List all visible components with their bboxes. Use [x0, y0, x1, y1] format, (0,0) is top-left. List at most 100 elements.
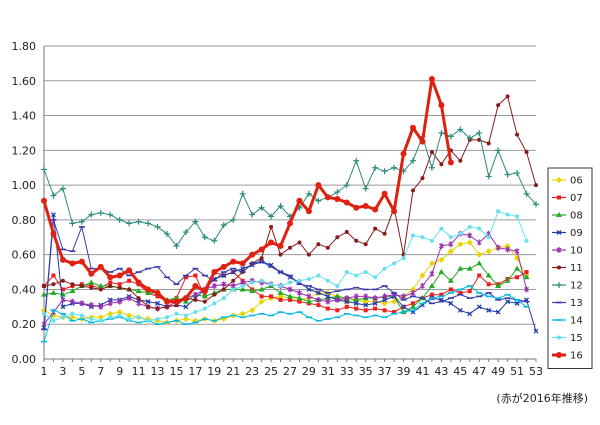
- data-point-11: [165, 304, 169, 309]
- data-point-09: [372, 300, 378, 306]
- data-point-12: [116, 216, 123, 223]
- data-point-15: [98, 318, 103, 323]
- data-point-11: [306, 252, 311, 257]
- data-point-09: [306, 286, 312, 292]
- data-point-15: [297, 278, 302, 283]
- data-point-16: [277, 242, 284, 249]
- data-point-10: [382, 293, 388, 300]
- legend-label: 06: [570, 176, 583, 187]
- data-point-07: [486, 282, 491, 287]
- legend-item-06: 06: [552, 176, 583, 187]
- y-axis-tick-labels: 0.00 0.20 0.40 0.60 0.80 1.00 1.20 1.40 1.60 1.80: [12, 40, 37, 366]
- data-point-12: [59, 185, 66, 192]
- data-point-10: [69, 298, 75, 305]
- data-point-12: [391, 164, 398, 171]
- data-point-07: [155, 294, 160, 299]
- data-point-12: [353, 157, 360, 164]
- data-point-16: [182, 295, 189, 302]
- data-point-16: [287, 220, 293, 227]
- data-point-10: [88, 302, 94, 309]
- data-point-12: [164, 230, 170, 237]
- data-point-16: [50, 230, 57, 237]
- data-point-15: [60, 315, 65, 320]
- data-point-15: [448, 235, 453, 240]
- legend-item-13: 13: [552, 298, 583, 309]
- legend-item-16: 16: [552, 351, 583, 362]
- data-point-07: [259, 294, 264, 299]
- data-point-15: [89, 317, 94, 322]
- data-point-12: [277, 202, 284, 209]
- data-point-15: [306, 277, 311, 282]
- legend-marker: [557, 335, 561, 340]
- x-tick-label: 29: [302, 365, 316, 378]
- legend-item-14: 14: [552, 316, 583, 327]
- data-point-07: [117, 282, 122, 287]
- data-point-07: [373, 306, 378, 311]
- data-point-08: [438, 269, 445, 275]
- data-point-16: [69, 260, 76, 267]
- data-point-10: [429, 270, 435, 277]
- x-tick-label: 27: [283, 365, 297, 378]
- legend-marker: [556, 230, 562, 235]
- data-point-11: [136, 296, 141, 301]
- data-point-07: [458, 290, 463, 295]
- data-point-11: [193, 297, 198, 302]
- y-tick-label: 1.20: [12, 144, 37, 157]
- data-point-11: [344, 230, 349, 235]
- data-point-12: [410, 157, 416, 164]
- x-tick-label: 37: [378, 365, 392, 378]
- data-point-11: [429, 150, 434, 155]
- data-point-07: [108, 280, 113, 285]
- data-point-11: [117, 285, 122, 290]
- data-point-10: [325, 298, 331, 305]
- data-point-11: [486, 141, 491, 146]
- series-line-12: [43, 129, 537, 247]
- data-point-11: [127, 287, 132, 292]
- data-point-11: [89, 285, 94, 290]
- data-point-07: [269, 294, 274, 299]
- series-line-06: [43, 242, 527, 323]
- y-tick-label: 0.60: [12, 249, 37, 262]
- data-point-16: [97, 263, 104, 270]
- x-tick-label: 33: [340, 365, 354, 378]
- data-point-09: [145, 299, 151, 305]
- y-tick-label: 1.80: [12, 40, 37, 53]
- data-point-11: [354, 238, 359, 243]
- data-point-08: [428, 282, 435, 288]
- data-point-11: [297, 240, 302, 245]
- data-point-16: [447, 159, 454, 166]
- data-point-08: [296, 295, 303, 301]
- series-line-07: [43, 271, 527, 313]
- data-point-16: [78, 258, 85, 265]
- data-point-15: [70, 311, 75, 316]
- data-point-15: [467, 224, 472, 229]
- legend-item-10: 10: [552, 246, 583, 257]
- data-point-15: [193, 310, 198, 315]
- data-point-10: [401, 293, 406, 300]
- data-point-09: [60, 304, 66, 310]
- x-axis-tick-labels: 1 3 5 7 9 11 13 15 17 19 21 23 25 27 29 31 33 35 37 39 41 43 4…: [41, 359, 543, 378]
- data-point-16: [391, 208, 398, 215]
- data-point-15: [202, 306, 207, 311]
- data-point-11: [146, 304, 151, 309]
- data-point-12: [504, 171, 511, 178]
- data-point-15: [401, 256, 406, 261]
- data-point-10: [107, 300, 113, 307]
- data-point-09: [448, 300, 454, 306]
- x-tick-label: 45: [453, 365, 467, 378]
- data-point-09: [533, 328, 539, 334]
- data-point-11: [231, 278, 236, 283]
- x-tick-label: 41: [415, 365, 429, 378]
- data-point-11: [420, 176, 425, 181]
- legend-marker: [556, 177, 562, 183]
- y-tick-label: 0.20: [12, 318, 37, 331]
- data-point-12: [173, 242, 180, 249]
- data-point-12: [201, 234, 208, 241]
- data-point-07: [439, 292, 444, 297]
- data-point-11: [212, 292, 217, 297]
- data-point-16: [362, 202, 369, 209]
- data-point-15: [524, 238, 529, 243]
- legend-label: 09: [570, 228, 583, 239]
- data-point-09: [230, 269, 236, 275]
- data-point-15: [146, 318, 151, 323]
